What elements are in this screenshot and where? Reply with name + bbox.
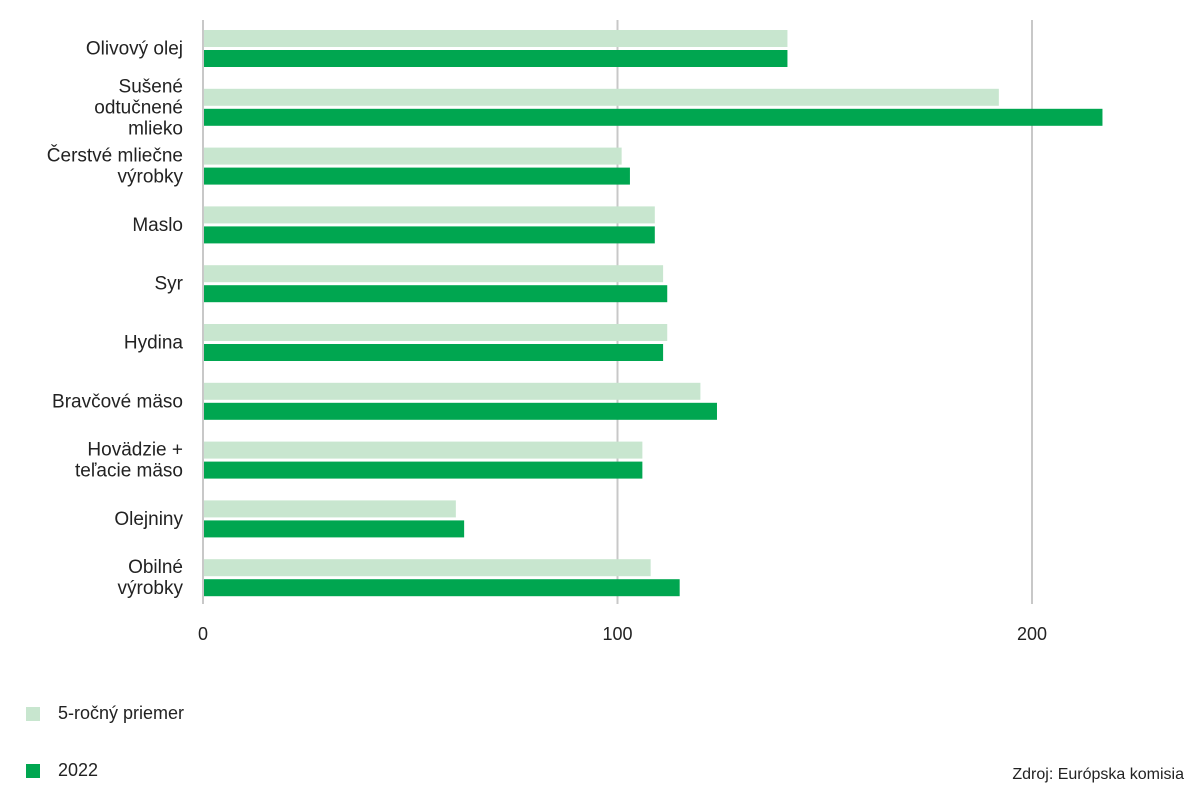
category-label-0: Olivový olej bbox=[86, 39, 183, 60]
bar-5-year-average-4 bbox=[203, 265, 664, 283]
x-tick-label-100: 100 bbox=[602, 624, 632, 644]
legend-label-2022: 2022 bbox=[58, 760, 99, 780]
legend-item-5-year-average: 5-ročný priemer bbox=[26, 703, 184, 724]
bar-5-year-average-8 bbox=[203, 500, 456, 518]
category-label-8: Olejniny bbox=[114, 509, 183, 530]
legend-item-2022: 2022 bbox=[26, 760, 98, 781]
legend-swatch-5-year-average bbox=[26, 706, 40, 721]
category-label-line: Syr bbox=[155, 274, 184, 295]
bar-5-year-average-6 bbox=[203, 382, 701, 400]
bar-5-year-average-3 bbox=[203, 206, 655, 224]
gridlines bbox=[616, 20, 1033, 604]
category-label-line: Sušené bbox=[119, 76, 183, 97]
category-label-line: Maslo bbox=[132, 215, 183, 236]
source-note: Zdroj: Európska komisia bbox=[1012, 766, 1184, 783]
category-labels: Olivový olej Sušené odtučnené mlieko Čerstvé… bbox=[47, 39, 184, 600]
category-label-6: Bravčové mäso bbox=[52, 391, 183, 412]
category-label-3: Maslo bbox=[132, 215, 183, 236]
bar-2022-6 bbox=[203, 402, 717, 420]
category-label-5: Hydina bbox=[124, 333, 184, 354]
category-label-line: Hydina bbox=[124, 333, 184, 354]
category-label-2: Čerstvé mliečne výrobky bbox=[47, 145, 184, 188]
category-label-line: Olivový olej bbox=[86, 39, 183, 60]
category-label-line: výrobky bbox=[118, 578, 184, 599]
legend-swatch-2022 bbox=[26, 763, 40, 778]
x-tick-label-0: 0 bbox=[198, 624, 208, 644]
bar-2022-5 bbox=[203, 344, 664, 361]
bar-2022-4 bbox=[203, 285, 668, 303]
bar-5-year-average-0 bbox=[203, 30, 788, 47]
bar-5-year-average-2 bbox=[203, 147, 622, 165]
bar-5-year-average-9 bbox=[203, 559, 651, 577]
bar-2022-9 bbox=[203, 579, 680, 597]
bar-2022-1 bbox=[203, 108, 1103, 126]
bar-5-year-average-5 bbox=[203, 324, 668, 341]
category-label-line: Olejniny bbox=[114, 509, 183, 530]
category-label-line: Bravčové mäso bbox=[52, 391, 183, 412]
x-tick-label-200: 200 bbox=[1017, 624, 1047, 644]
category-label-line: odtučnené bbox=[94, 97, 183, 118]
bar-2022-7 bbox=[203, 461, 643, 479]
bar-2022-2 bbox=[203, 167, 630, 185]
category-label-line: Hovädzie + bbox=[87, 440, 183, 461]
bars bbox=[203, 30, 1103, 597]
legend-label-5-year-average: 5-ročný priemer bbox=[58, 703, 185, 723]
category-label-line: teľacie mäso bbox=[75, 461, 183, 482]
bar-5-year-average-7 bbox=[203, 441, 643, 459]
category-label-9: Obilné výrobky bbox=[118, 557, 184, 599]
category-label-7: Hovädzie + teľacie mäso bbox=[75, 440, 183, 482]
category-label-line: Čerstvé mliečne bbox=[47, 145, 183, 167]
category-label-line: Obilné bbox=[128, 557, 183, 578]
bar-chart: Olivový olej Sušené odtučnené mlieko Čerstvé… bbox=[47, 20, 1103, 644]
bar-5-year-average-1 bbox=[203, 88, 999, 106]
bar-2022-0 bbox=[203, 50, 788, 67]
category-label-1: Sušené odtučnené mlieko bbox=[94, 76, 183, 139]
category-label-line: mlieko bbox=[128, 118, 183, 139]
bar-2022-8 bbox=[203, 520, 465, 538]
category-label-line: výrobky bbox=[118, 167, 184, 188]
x-tick-labels: 0 100 200 bbox=[198, 624, 1047, 644]
category-label-4: Syr bbox=[155, 274, 184, 295]
bar-2022-3 bbox=[203, 226, 655, 244]
